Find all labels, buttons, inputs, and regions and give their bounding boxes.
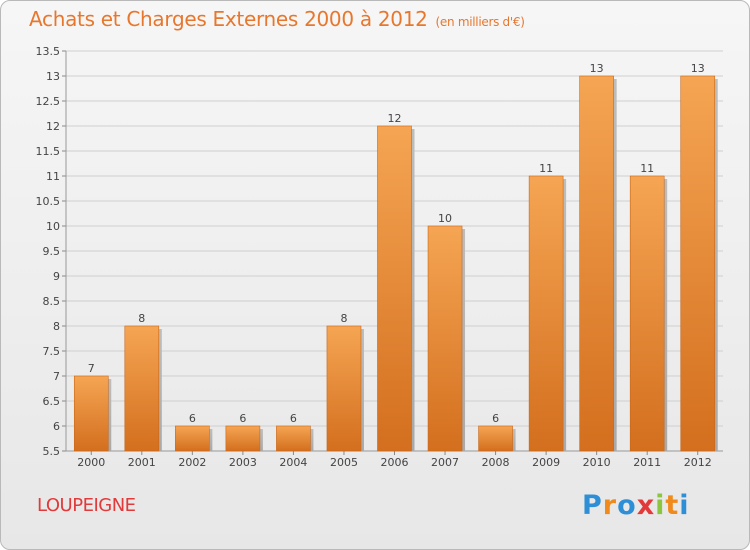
y-tick-label: 9 bbox=[53, 270, 60, 283]
y-tick-label: 11.5 bbox=[36, 145, 61, 158]
proxiti-logo: Proxiti bbox=[582, 490, 690, 521]
y-tick-label: 7.5 bbox=[43, 345, 61, 358]
bar-2001 bbox=[124, 325, 160, 452]
data-label: 6 bbox=[189, 412, 196, 425]
logo-letter: P bbox=[582, 490, 603, 521]
logo-letter: i bbox=[679, 490, 690, 521]
x-tick-label: 2012 bbox=[684, 456, 712, 469]
data-label: 11 bbox=[539, 162, 553, 175]
chart-title: Achats et Charges Externes 2000 à 2012 (e… bbox=[29, 7, 525, 31]
data-label: 8 bbox=[340, 312, 347, 325]
x-tick-label: 2011 bbox=[633, 456, 661, 469]
y-tick-label: 8.5 bbox=[43, 295, 61, 308]
y-tick-label: 12 bbox=[46, 120, 60, 133]
chart-subtitle: (en milliers d'€) bbox=[435, 15, 525, 29]
y-tick-label: 13.5 bbox=[36, 45, 61, 58]
x-tick-label: 2007 bbox=[431, 456, 459, 469]
y-tick-label: 13 bbox=[46, 70, 60, 83]
x-tick-label: 2000 bbox=[77, 456, 105, 469]
data-label: 13 bbox=[691, 62, 705, 75]
bar-2009 bbox=[528, 175, 564, 452]
y-tick-label: 12.5 bbox=[36, 95, 61, 108]
bar-2008 bbox=[478, 425, 513, 452]
data-label: 7 bbox=[88, 362, 95, 375]
y-tick-label: 6 bbox=[53, 420, 60, 433]
x-tick-label: 2009 bbox=[532, 456, 560, 469]
y-tick-label: 11 bbox=[46, 170, 60, 183]
x-tick-label: 2004 bbox=[279, 456, 307, 469]
x-tick-label: 2008 bbox=[482, 456, 510, 469]
bar-2000 bbox=[73, 375, 109, 452]
y-tick-label: 9.5 bbox=[43, 245, 61, 258]
logo-letter: r bbox=[602, 490, 618, 521]
y-tick-label: 5.5 bbox=[43, 445, 61, 458]
y-tick-label: 6.5 bbox=[43, 395, 61, 408]
y-tick-label: 8 bbox=[53, 320, 60, 333]
x-tick-label: 2003 bbox=[229, 456, 257, 469]
bar-2011 bbox=[629, 175, 665, 452]
logo-letter: o bbox=[617, 490, 637, 521]
logo-letter: x bbox=[636, 490, 656, 521]
y-tick-label: 10 bbox=[46, 220, 60, 233]
y-tick-label: 7 bbox=[53, 370, 60, 383]
bars bbox=[73, 75, 718, 452]
axes: 5.5 6 6.5 7 7.5 8 8.5 9 9.5 10 10.5 11 11.5 12 12.5 13 1… bbox=[36, 45, 723, 469]
data-label: 11 bbox=[640, 162, 654, 175]
logo-letter: i bbox=[655, 490, 666, 521]
bar-2006 bbox=[377, 125, 412, 452]
data-label: 10 bbox=[438, 212, 452, 225]
data-label: 12 bbox=[388, 112, 402, 125]
x-tick-label: 2001 bbox=[128, 456, 156, 469]
bar-2002 bbox=[175, 425, 210, 452]
chart-title-text: Achats et Charges Externes 2000 à 2012 bbox=[29, 7, 428, 31]
data-label: 6 bbox=[239, 412, 246, 425]
x-tick-label: 2010 bbox=[583, 456, 611, 469]
bar-2003 bbox=[225, 425, 261, 452]
bar-2007 bbox=[427, 225, 463, 452]
data-labels: 7 8 6 6 6 8 12 10 6 11 13 11 13 bbox=[88, 62, 705, 425]
data-label: 6 bbox=[290, 412, 297, 425]
bar-2010 bbox=[579, 75, 614, 452]
town-name: LOUPEIGNE bbox=[37, 495, 136, 516]
logo-letter: t bbox=[665, 490, 680, 521]
x-tick-label: 2005 bbox=[330, 456, 358, 469]
bar-2012 bbox=[680, 75, 716, 452]
data-label: 6 bbox=[492, 412, 499, 425]
data-label: 8 bbox=[138, 312, 145, 325]
bar-2005 bbox=[326, 325, 362, 452]
x-tick-label: 2002 bbox=[178, 456, 206, 469]
y-tick-label: 10.5 bbox=[36, 195, 61, 208]
bar-2004 bbox=[276, 425, 311, 452]
x-tick-label: 2006 bbox=[381, 456, 409, 469]
data-label: 13 bbox=[590, 62, 604, 75]
